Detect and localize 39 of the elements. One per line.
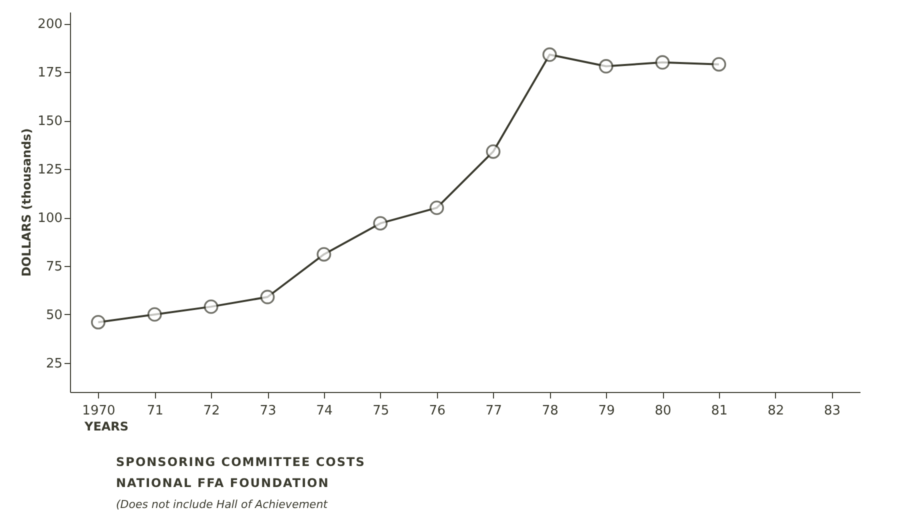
- text: SPONSORING COMMITTEE COSTS: [116, 454, 366, 471]
- x-tick-label: 74: [316, 404, 333, 418]
- y-tick-label: 175: [38, 66, 62, 81]
- x-tick-label: 78: [542, 404, 558, 418]
- x-tick-label: 1970: [82, 404, 116, 418]
- x-tick-label: 80: [654, 404, 672, 418]
- point: [260, 290, 275, 304]
- point: [542, 47, 557, 62]
- x-tick-label: 75: [372, 404, 390, 418]
- point: [316, 247, 332, 262]
- y-tick-label: 100: [38, 211, 62, 226]
- x-tick-label: 81: [711, 404, 728, 418]
- y-tick-label: 50: [46, 308, 62, 323]
- y-tick-label: 75: [46, 259, 62, 274]
- point: [486, 144, 500, 159]
- text: (Does not include Hall of Achievement: [116, 497, 329, 513]
- point: [430, 200, 444, 216]
- x-tick-label: 77: [485, 404, 502, 418]
- y-tick-label: 150: [38, 114, 62, 130]
- x-tick-label: 71: [146, 404, 164, 418]
- x-tick-label: 72: [203, 404, 220, 418]
- x-tick-label: 82: [768, 404, 784, 418]
- point: [204, 299, 218, 314]
- text: NATIONAL FFA FOUNDATION: [116, 475, 330, 492]
- point: [147, 307, 162, 322]
- point: [712, 57, 726, 72]
- point: [598, 59, 614, 74]
- y-tick-label: 25: [46, 356, 62, 372]
- point: [373, 216, 388, 231]
- x-tick-label: 83: [824, 404, 841, 418]
- x-tick-label: 79: [598, 404, 615, 418]
- x-tick-label: 73: [260, 404, 276, 418]
- y-axis-title: DOLLARS (thousands): [20, 128, 34, 277]
- y-tick-label: 200: [38, 17, 62, 32]
- y-tick-label: 125: [38, 162, 62, 178]
- point: [655, 55, 670, 70]
- point: [90, 314, 106, 330]
- x-tick-label: 76: [429, 404, 446, 418]
- x-axis-title: YEARS: [84, 420, 129, 434]
